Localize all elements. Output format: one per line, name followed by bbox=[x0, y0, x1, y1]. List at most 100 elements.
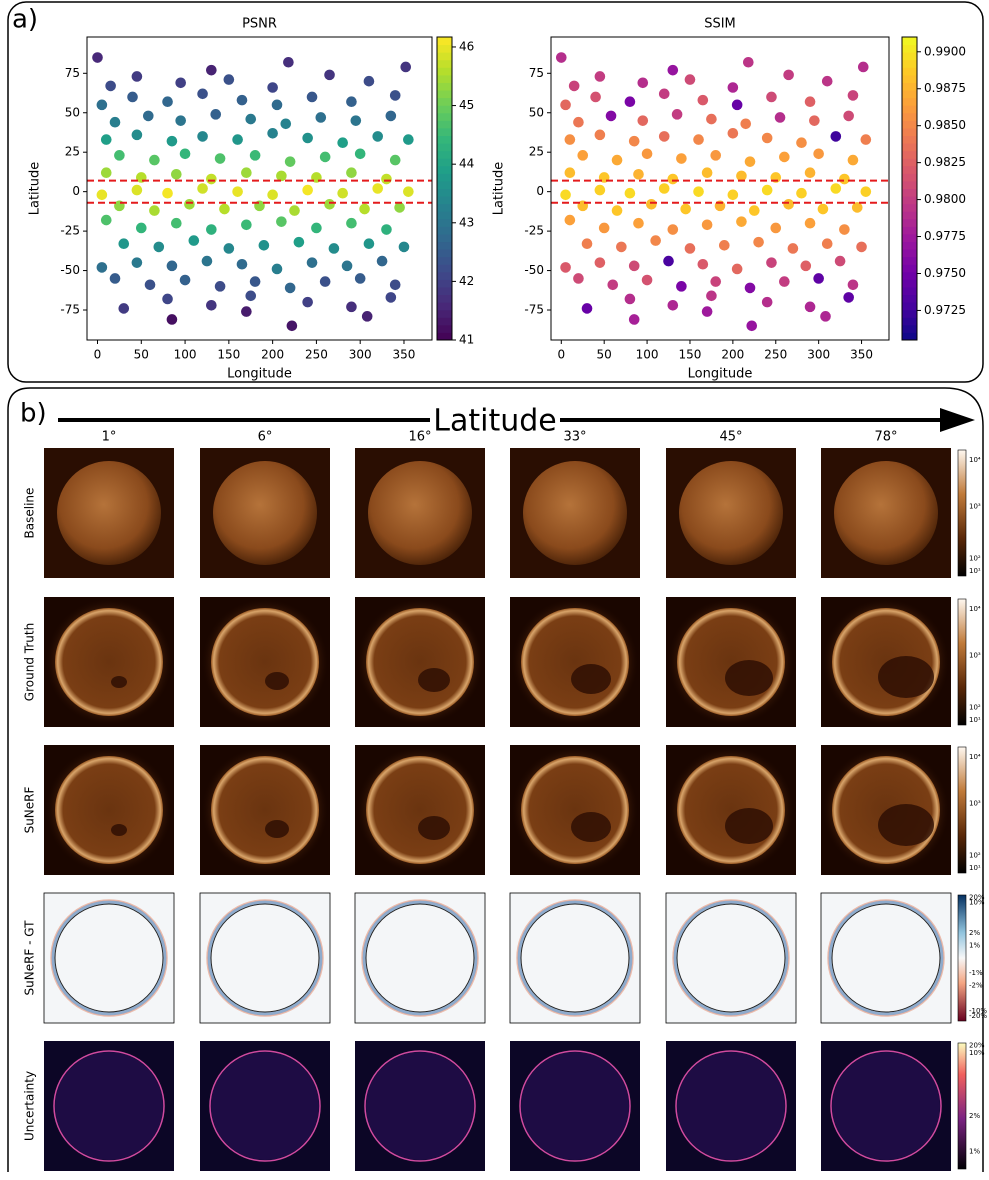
colorbar-label: -1% bbox=[969, 969, 983, 977]
panel-b-frame bbox=[7, 387, 984, 1172]
point bbox=[206, 64, 217, 76]
diff-ring bbox=[520, 903, 630, 1013]
x-tick-label: 50 bbox=[597, 348, 612, 362]
sun-disc bbox=[521, 756, 629, 864]
point bbox=[594, 71, 606, 82]
point bbox=[267, 127, 278, 139]
colorbar-tick-label: 0.9875 bbox=[924, 81, 966, 95]
point bbox=[153, 241, 165, 253]
colorbar-tick-label: 46 bbox=[459, 39, 474, 53]
point bbox=[736, 170, 747, 182]
colorbar-label: 10⁴ bbox=[969, 456, 981, 464]
point bbox=[372, 183, 384, 194]
point bbox=[149, 154, 160, 166]
point bbox=[289, 205, 300, 216]
point bbox=[628, 260, 640, 272]
coronal-hole bbox=[571, 664, 611, 694]
point bbox=[813, 148, 824, 160]
plot-frame bbox=[86, 36, 433, 341]
point bbox=[783, 69, 794, 81]
sun-disc bbox=[55, 756, 163, 864]
colorbar-cell bbox=[437, 256, 452, 265]
point bbox=[731, 99, 743, 111]
point bbox=[847, 279, 859, 291]
image bbox=[820, 892, 952, 1024]
point bbox=[293, 236, 305, 248]
colorbar-tick-label: 0.9900 bbox=[924, 44, 966, 58]
point bbox=[249, 276, 261, 287]
colorbar-cell bbox=[902, 165, 917, 174]
point bbox=[223, 243, 235, 254]
column-label: 16° bbox=[408, 430, 431, 445]
point bbox=[389, 154, 401, 166]
point bbox=[761, 184, 773, 196]
coronal-hole bbox=[878, 804, 934, 846]
colorbar-tick-label: 42 bbox=[459, 274, 474, 288]
point bbox=[839, 224, 850, 235]
point bbox=[568, 80, 580, 92]
point bbox=[774, 112, 786, 123]
point bbox=[727, 82, 739, 93]
colorbar-cell bbox=[437, 241, 452, 250]
point bbox=[658, 88, 670, 100]
point bbox=[701, 219, 713, 231]
point bbox=[324, 198, 335, 210]
coronal-hole bbox=[418, 816, 450, 840]
point bbox=[175, 77, 186, 89]
image bbox=[199, 892, 331, 1024]
point bbox=[210, 109, 222, 120]
point bbox=[633, 168, 644, 180]
point bbox=[564, 134, 576, 145]
row-label: Baseline bbox=[23, 488, 37, 539]
point bbox=[804, 301, 816, 313]
colorbar-cell bbox=[902, 324, 917, 333]
point bbox=[179, 274, 191, 286]
point bbox=[284, 282, 296, 294]
point bbox=[671, 109, 683, 120]
point bbox=[740, 118, 752, 130]
colorbar-cell bbox=[902, 105, 917, 114]
point bbox=[100, 214, 112, 226]
point bbox=[847, 154, 859, 166]
point bbox=[628, 135, 640, 147]
uncert-ring bbox=[209, 1050, 321, 1162]
point bbox=[710, 276, 722, 287]
colorbar-cell bbox=[902, 256, 917, 265]
point bbox=[697, 94, 709, 106]
y-tick-label: 50 bbox=[529, 105, 544, 119]
point bbox=[706, 290, 717, 302]
sun-disc bbox=[677, 608, 785, 716]
point bbox=[560, 99, 571, 111]
point bbox=[560, 262, 571, 273]
y-tick-label: 0 bbox=[72, 184, 80, 198]
colorbar-cell bbox=[902, 332, 917, 341]
colorbar-label: 1% bbox=[969, 1147, 980, 1155]
point bbox=[804, 167, 816, 179]
diff-ring bbox=[51, 900, 167, 1016]
colorbar-label: 20% bbox=[969, 894, 985, 902]
point bbox=[658, 183, 670, 194]
colorbar-cell bbox=[437, 286, 452, 296]
point bbox=[706, 113, 717, 125]
colorbar-frame bbox=[436, 36, 453, 341]
point bbox=[236, 94, 248, 106]
diff-ring bbox=[516, 899, 634, 1017]
colorbar-cell bbox=[437, 324, 452, 333]
point bbox=[624, 187, 636, 199]
colorbar-cell bbox=[437, 233, 452, 243]
colorbar-label: -20% bbox=[969, 1012, 987, 1020]
point bbox=[684, 243, 696, 254]
colorbar-cell bbox=[437, 249, 452, 258]
diff-ring bbox=[210, 903, 320, 1013]
colorbar-label: 10² bbox=[969, 851, 981, 859]
point bbox=[162, 293, 173, 305]
point bbox=[109, 116, 121, 128]
x-tick-label: 300 bbox=[349, 348, 372, 362]
colorbar-cell bbox=[437, 74, 452, 83]
colorbar-cell bbox=[437, 317, 452, 326]
point bbox=[658, 131, 670, 142]
point bbox=[385, 110, 397, 122]
point bbox=[616, 241, 627, 253]
colorbar-cell bbox=[437, 264, 452, 273]
x-tick-label: 0 bbox=[94, 348, 102, 362]
